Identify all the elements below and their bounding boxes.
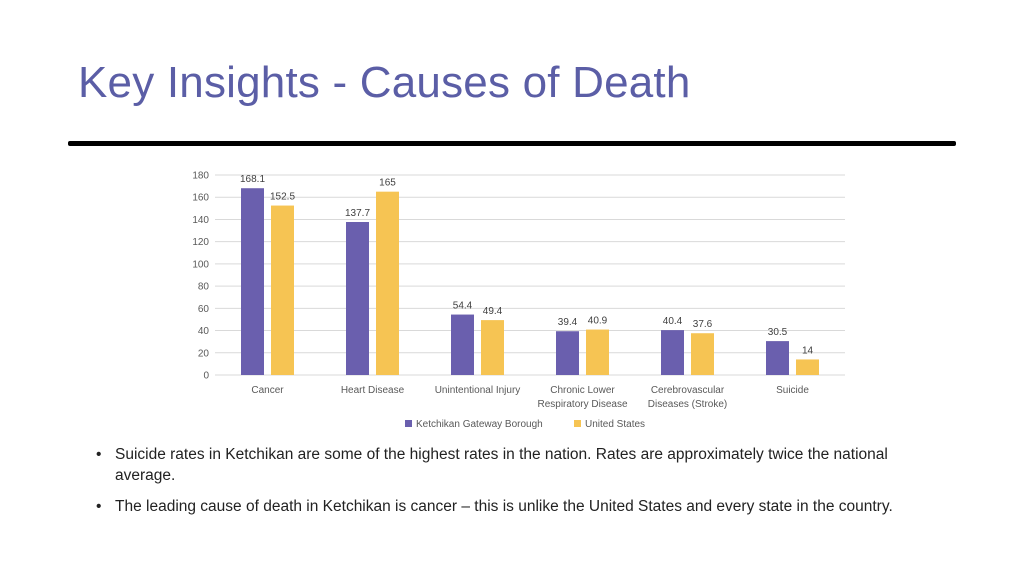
data-label: 39.4 bbox=[558, 317, 578, 328]
data-label: 14 bbox=[802, 345, 814, 356]
data-label: 165 bbox=[379, 178, 396, 189]
legend-swatch bbox=[574, 420, 581, 427]
bar bbox=[241, 188, 264, 375]
legend-swatch bbox=[405, 420, 412, 427]
bullet-marker: • bbox=[96, 498, 102, 515]
bullet-list: • Suicide rates in Ketchikan are some of… bbox=[96, 444, 936, 527]
data-label: 37.6 bbox=[693, 319, 713, 330]
legend-label: Ketchikan Gateway Borough bbox=[416, 419, 543, 430]
x-tick-label: Cancer bbox=[251, 385, 284, 396]
x-tick-label: Chronic Lower bbox=[550, 385, 615, 396]
slide-title: Key Insights - Causes of Death bbox=[78, 58, 691, 107]
x-tick-label: Respiratory Disease bbox=[537, 399, 627, 410]
y-tick-label: 20 bbox=[198, 348, 210, 359]
data-label: 168.1 bbox=[240, 174, 265, 185]
x-tick-label: Diseases (Stroke) bbox=[648, 399, 727, 410]
bar bbox=[766, 341, 789, 375]
data-label: 40.9 bbox=[588, 316, 608, 327]
y-tick-label: 40 bbox=[198, 326, 210, 337]
bullet-item: • The leading cause of death in Ketchika… bbox=[96, 496, 936, 517]
x-tick-label: Heart Disease bbox=[341, 385, 405, 396]
x-tick-label: Suicide bbox=[776, 385, 809, 396]
y-tick-label: 80 bbox=[198, 282, 210, 293]
y-tick-label: 140 bbox=[192, 215, 209, 226]
y-tick-label: 60 bbox=[198, 304, 210, 315]
x-tick-label: Unintentional Injury bbox=[435, 385, 521, 396]
bar bbox=[451, 314, 474, 375]
data-label: 152.5 bbox=[270, 192, 295, 203]
y-tick-label: 180 bbox=[192, 171, 209, 182]
bar bbox=[556, 331, 579, 375]
chart-svg: 0 20 40 60 80 100 120 140 160 180 168.1 152.5 Cancer… bbox=[192, 171, 845, 430]
bar bbox=[376, 191, 399, 375]
data-label: 54.4 bbox=[453, 301, 473, 312]
data-label: 137.7 bbox=[345, 208, 370, 219]
bar bbox=[691, 333, 714, 375]
y-tick-label: 160 bbox=[192, 193, 209, 204]
legend-label: United States bbox=[585, 419, 645, 430]
bar bbox=[481, 320, 504, 375]
y-tick-label: 0 bbox=[203, 371, 209, 382]
bullet-text: The leading cause of death in Ketchikan … bbox=[115, 498, 893, 515]
y-tick-label: 120 bbox=[192, 237, 209, 248]
bar-chart: 0 20 40 60 80 100 120 140 160 180 168.1 152.5 Cancer… bbox=[180, 160, 860, 440]
bar bbox=[586, 329, 609, 375]
x-tick-label: Cerebrovascular bbox=[651, 385, 725, 396]
data-label: 49.4 bbox=[483, 306, 503, 317]
bar bbox=[796, 359, 819, 375]
data-label: 30.5 bbox=[768, 327, 788, 338]
title-divider bbox=[68, 141, 956, 146]
bar bbox=[346, 222, 369, 375]
data-label: 40.4 bbox=[663, 316, 683, 327]
bullet-text: Suicide rates in Ketchikan are some of t… bbox=[115, 446, 888, 484]
bullet-marker: • bbox=[96, 446, 102, 463]
bullet-item: • Suicide rates in Ketchikan are some of… bbox=[96, 444, 936, 486]
bar bbox=[661, 330, 684, 375]
bar bbox=[271, 205, 294, 375]
y-tick-label: 100 bbox=[192, 259, 209, 270]
